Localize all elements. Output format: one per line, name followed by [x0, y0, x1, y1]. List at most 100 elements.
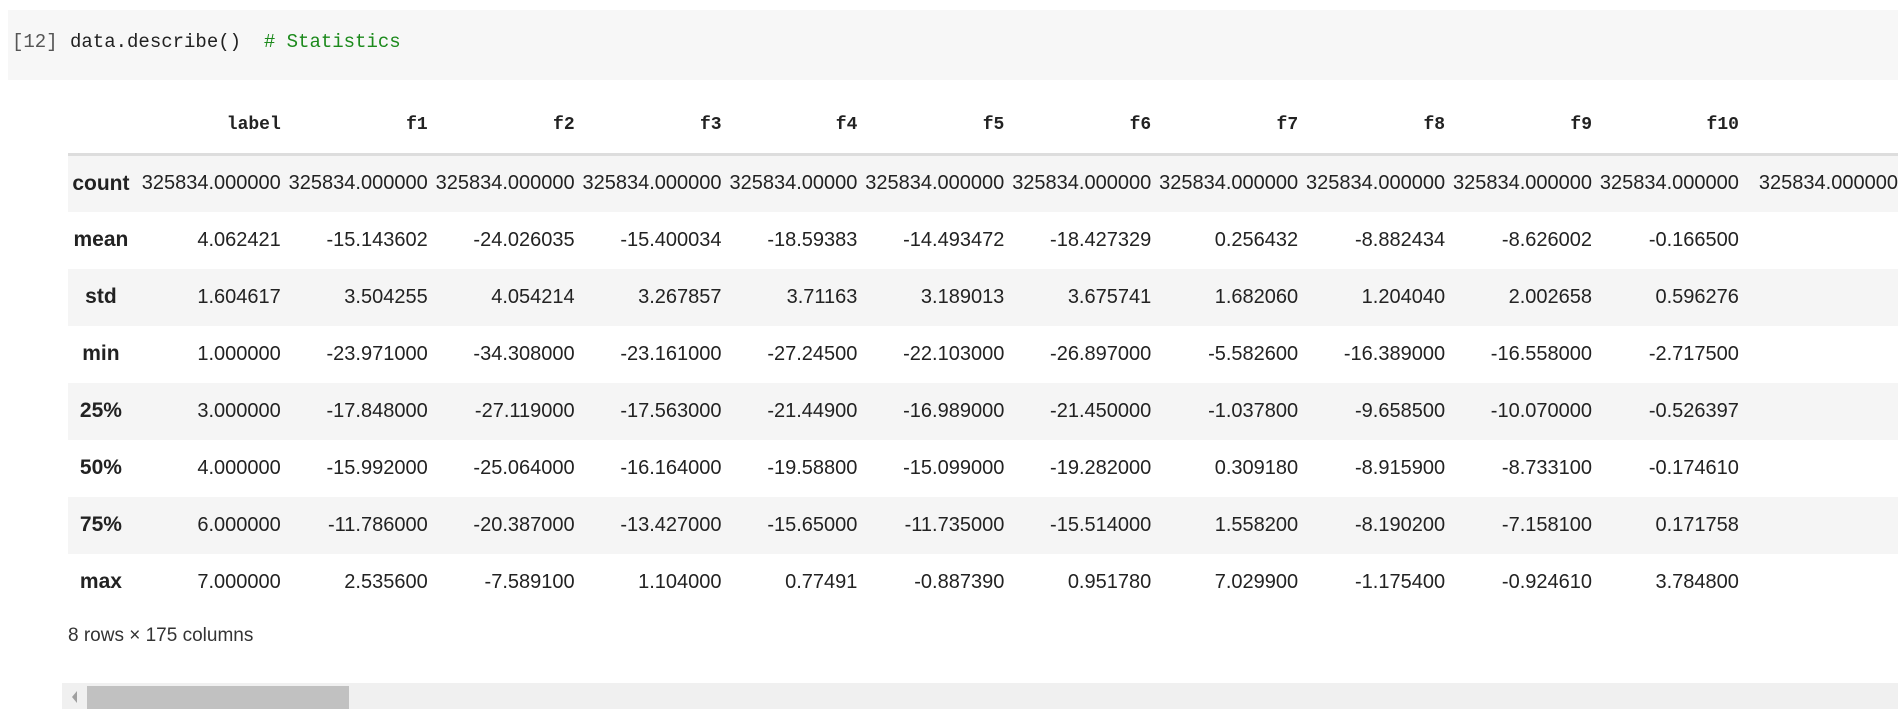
row-index: mean [73, 228, 129, 251]
row-index: count [72, 171, 130, 195]
table-cell: 3.267857 [638, 285, 722, 308]
table-cell: -8.626002 [1501, 228, 1592, 251]
column-header: f6 [1004, 96, 1152, 156]
table-shape-text: 8 rows × 175 columns [68, 625, 254, 646]
table-cell: -15.992000 [326, 456, 428, 479]
table-cell: 0.309180 [1214, 456, 1299, 479]
table-cell: 325834.000000 [1159, 172, 1299, 195]
table-cell: -27.119000 [474, 399, 575, 422]
table-cell: -13.427000 [620, 513, 722, 536]
table-cell: 325834.000000 [435, 172, 575, 195]
table-cell [1739, 497, 1898, 554]
table-cell: -21.450000 [1050, 399, 1152, 422]
table-cell: 325834.000000 [1758, 172, 1898, 195]
table-cell: 4.000000 [197, 456, 281, 479]
table-cell: -8.915900 [1355, 456, 1446, 479]
table-cell: 0.951780 [1067, 570, 1152, 593]
code-comment: # Statistics [263, 31, 401, 53]
describe-table: label f1 f2 f3 f4 f5 f6 f7 f8 f9 f10 count 325834.0… [68, 96, 1898, 611]
table-cell: -5.582600 [1208, 342, 1299, 365]
table-cell: 325834.000000 [865, 172, 1005, 195]
code-cell-input[interactable] [8, 10, 1898, 80]
column-header: f10 [1592, 96, 1739, 156]
table-cell: -17.563000 [620, 399, 722, 422]
column-header [1738, 96, 1898, 156]
table-cell: -15.400034 [620, 228, 722, 251]
column-header: f8 [1298, 96, 1446, 156]
row-index: std [85, 285, 117, 308]
column-header: f3 [574, 96, 722, 156]
table-cell: -21.44900 [767, 399, 858, 422]
table-cell [1739, 383, 1898, 440]
table-cell: -27.24500 [767, 342, 858, 365]
code-text: data.describe() [70, 31, 264, 53]
column-header: label [133, 96, 281, 156]
table-cell: -26.897000 [1050, 342, 1152, 365]
table-cell: 0.596276 [1655, 285, 1739, 308]
table-cell: -8.190200 [1355, 513, 1446, 536]
table-row: mean 4.062421 -15.143602 -24.026035 -15.4000… [68, 212, 1898, 269]
table-cell [1739, 326, 1898, 383]
table-cell: -11.786000 [327, 513, 428, 536]
table-cell: -1.037800 [1208, 399, 1299, 422]
table-cell: -7.158100 [1501, 513, 1592, 536]
table-cell: 0.77491 [785, 570, 858, 593]
table-row: count 325834.000000 325834.000000 325834.00… [68, 154, 1898, 212]
table-cell: 3.189013 [920, 285, 1005, 308]
table-cell: -16.164000 [620, 456, 722, 479]
table-cell: -15.143602 [326, 228, 428, 251]
table-row: 75% 6.000000 -11.786000 -20.387000 -13.42700… [68, 496, 1898, 554]
row-index: 50% [79, 456, 122, 479]
scrollbar-thumb[interactable] [87, 686, 349, 709]
table-cell: 325834.000000 [582, 172, 722, 195]
row-index: max [79, 570, 122, 593]
table-cell: -17.848000 [326, 399, 428, 422]
table-cell: -0.166500 [1648, 228, 1739, 251]
table-cell: -22.103000 [903, 342, 1005, 365]
table-cell: -18.427329 [1050, 228, 1152, 251]
table-cell: 1.204040 [1361, 285, 1446, 308]
table-cell: 6.000000 [197, 513, 281, 536]
table-cell: -1.175400 [1355, 570, 1446, 593]
table-cell: 325834.000000 [288, 172, 428, 195]
horizontal-scrollbar[interactable] [62, 683, 1898, 709]
execution-count: [12] [12, 31, 58, 53]
row-index: 25% [79, 399, 122, 422]
table-cell: -11.735000 [904, 513, 1005, 536]
table-cell: -18.59383 [767, 228, 858, 251]
table-cell: 7.029900 [1214, 570, 1299, 593]
table-cell: -15.099000 [903, 456, 1005, 479]
table-cell: 4.054214 [491, 285, 575, 308]
table-cell: 325834.000000 [1012, 172, 1152, 195]
table-cell: -10.070000 [1490, 399, 1592, 422]
table-cell: -14.493472 [903, 228, 1005, 251]
table-cell: -20.387000 [473, 513, 575, 536]
table-cell: 3.504255 [344, 285, 428, 308]
column-header: f1 [280, 96, 428, 156]
code-editor[interactable]: data.describe() # Statistics [70, 31, 401, 53]
table-cell: 3.000000 [197, 399, 281, 422]
table-cell: -0.526397 [1648, 399, 1739, 422]
column-header: f4 [721, 96, 858, 156]
table-row: std 1.604617 3.504255 4.054214 3.267857 3.711… [68, 268, 1898, 326]
table-cell: 0.256432 [1214, 228, 1299, 251]
table-cell: -0.174610 [1648, 456, 1739, 479]
table-cell: -16.989000 [903, 399, 1005, 422]
table-cell: 325834.00000 [729, 172, 858, 195]
table-cell: -8.733100 [1501, 456, 1592, 479]
scroll-left-arrow-icon[interactable] [72, 691, 77, 703]
output-area: label f1 f2 f3 f4 f5 f6 f7 f8 f9 f10 count 325834.0… [68, 96, 1898, 611]
table-cell: 4.062421 [197, 228, 281, 251]
table-cell: -24.026035 [473, 228, 575, 251]
table-cell: -34.308000 [473, 342, 575, 365]
table-cell: -8.882434 [1355, 228, 1446, 251]
index-header [68, 96, 134, 156]
table-row: 25% 3.000000 -17.848000 -27.119000 -17.56300… [68, 382, 1898, 440]
row-index: min [82, 342, 120, 365]
table-row: max 7.000000 2.535600 -7.589100 1.104000 0.77… [68, 554, 1898, 611]
table-cell: -2.717500 [1648, 342, 1739, 365]
table-cell: 1.000000 [197, 342, 281, 365]
row-index: 75% [79, 513, 122, 536]
table-cell: -0.924610 [1501, 570, 1592, 593]
table-cell: -7.589100 [484, 570, 575, 593]
